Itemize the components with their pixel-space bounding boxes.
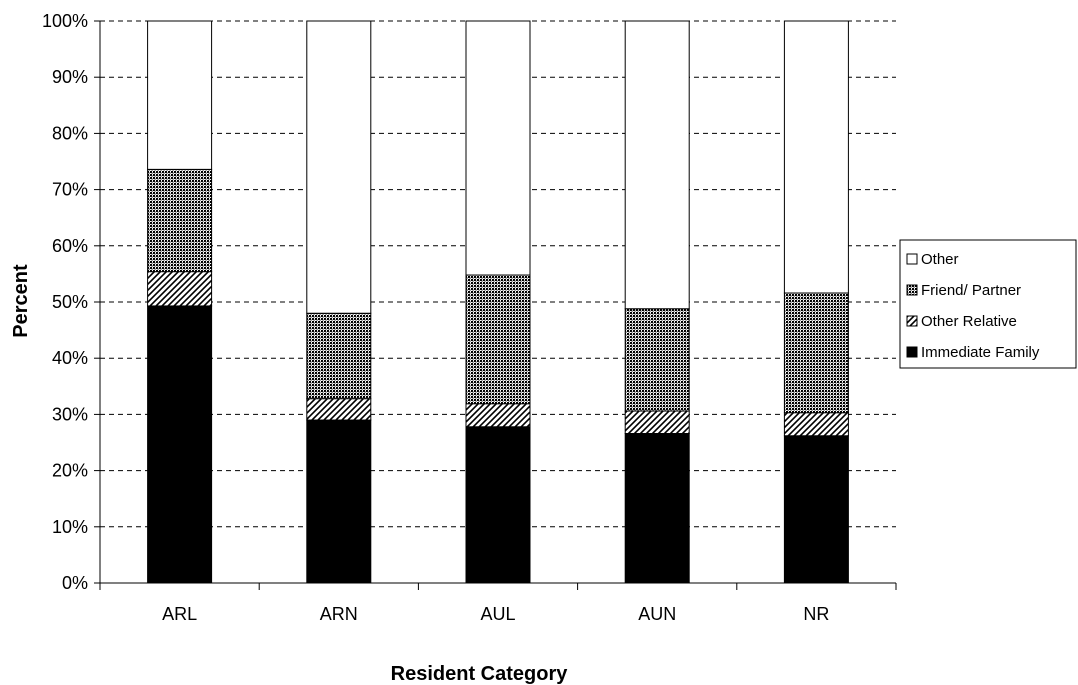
y-tick-label: 20%	[52, 461, 88, 481]
legend-swatch-other	[906, 253, 918, 265]
y-axis-title: Percent	[10, 264, 32, 338]
bar-other-arn	[306, 20, 372, 314]
bar-other-relative-arl	[147, 271, 213, 307]
y-tick-label: 50%	[52, 292, 88, 312]
x-tick-label: AUN	[638, 604, 676, 624]
bar-other-nr	[783, 20, 849, 294]
bar-other-aul	[465, 20, 531, 276]
bar-immediate-family-aun	[624, 433, 690, 584]
bar-other-relative-aun	[624, 410, 690, 435]
x-tick-label: ARL	[162, 604, 197, 624]
legend-swatch-other-relative	[906, 315, 918, 327]
y-tick-label: 30%	[52, 404, 88, 424]
bar-immediate-family-aul	[465, 426, 531, 584]
legend-swatch-immediate-family	[906, 346, 918, 358]
y-tick-label: 40%	[52, 348, 88, 368]
legend-label-immediate-family: Immediate Family	[921, 344, 1040, 361]
bar-other-aun	[624, 20, 690, 310]
bar-other-arl	[147, 20, 213, 170]
tick-labels: 0% 10% 20% 30% 40% 50% 60% 70% 80% 90% 100% ARL ARN A…	[42, 11, 829, 624]
bar-other-relative-nr	[783, 412, 849, 437]
y-tick-label: 0%	[62, 573, 88, 593]
y-tick-label: 70%	[52, 180, 88, 200]
x-tick-label: AUL	[480, 604, 515, 624]
bar-immediate-family-nr	[783, 435, 849, 584]
legend-label-friend-partner: Friend/ Partner	[921, 282, 1021, 299]
bar-immediate-family-arl	[147, 305, 213, 584]
legend-box	[899, 239, 1077, 369]
y-tick-label: 10%	[52, 517, 88, 537]
bar-friend-partner-aun	[624, 308, 690, 412]
x-tick-label: NR	[803, 604, 829, 624]
bar-friend-partner-arn	[306, 312, 372, 400]
bar-friend-partner-arl	[147, 168, 213, 273]
y-tick-label: 90%	[52, 67, 88, 87]
x-axis-title: Resident Category	[391, 663, 569, 685]
y-tick-label: 100%	[42, 11, 88, 31]
bar-other-relative-arn	[306, 398, 372, 421]
y-tick-label: 60%	[52, 236, 88, 256]
x-tick-label: ARN	[320, 604, 358, 624]
legend-label-other: Other	[921, 251, 959, 268]
bars	[147, 20, 849, 584]
bar-friend-partner-aul	[465, 274, 531, 405]
y-tick-label: 80%	[52, 123, 88, 143]
legend-swatch-friend-partner	[906, 284, 918, 296]
bar-other-relative-aul	[465, 403, 531, 428]
bar-immediate-family-arn	[306, 419, 372, 584]
bar-friend-partner-nr	[783, 292, 849, 414]
legend-label-other-relative: Other Relative	[921, 313, 1017, 330]
legend: Other Friend/ Partner Other Relative Immedi…	[899, 239, 1077, 369]
axes	[94, 20, 897, 590]
